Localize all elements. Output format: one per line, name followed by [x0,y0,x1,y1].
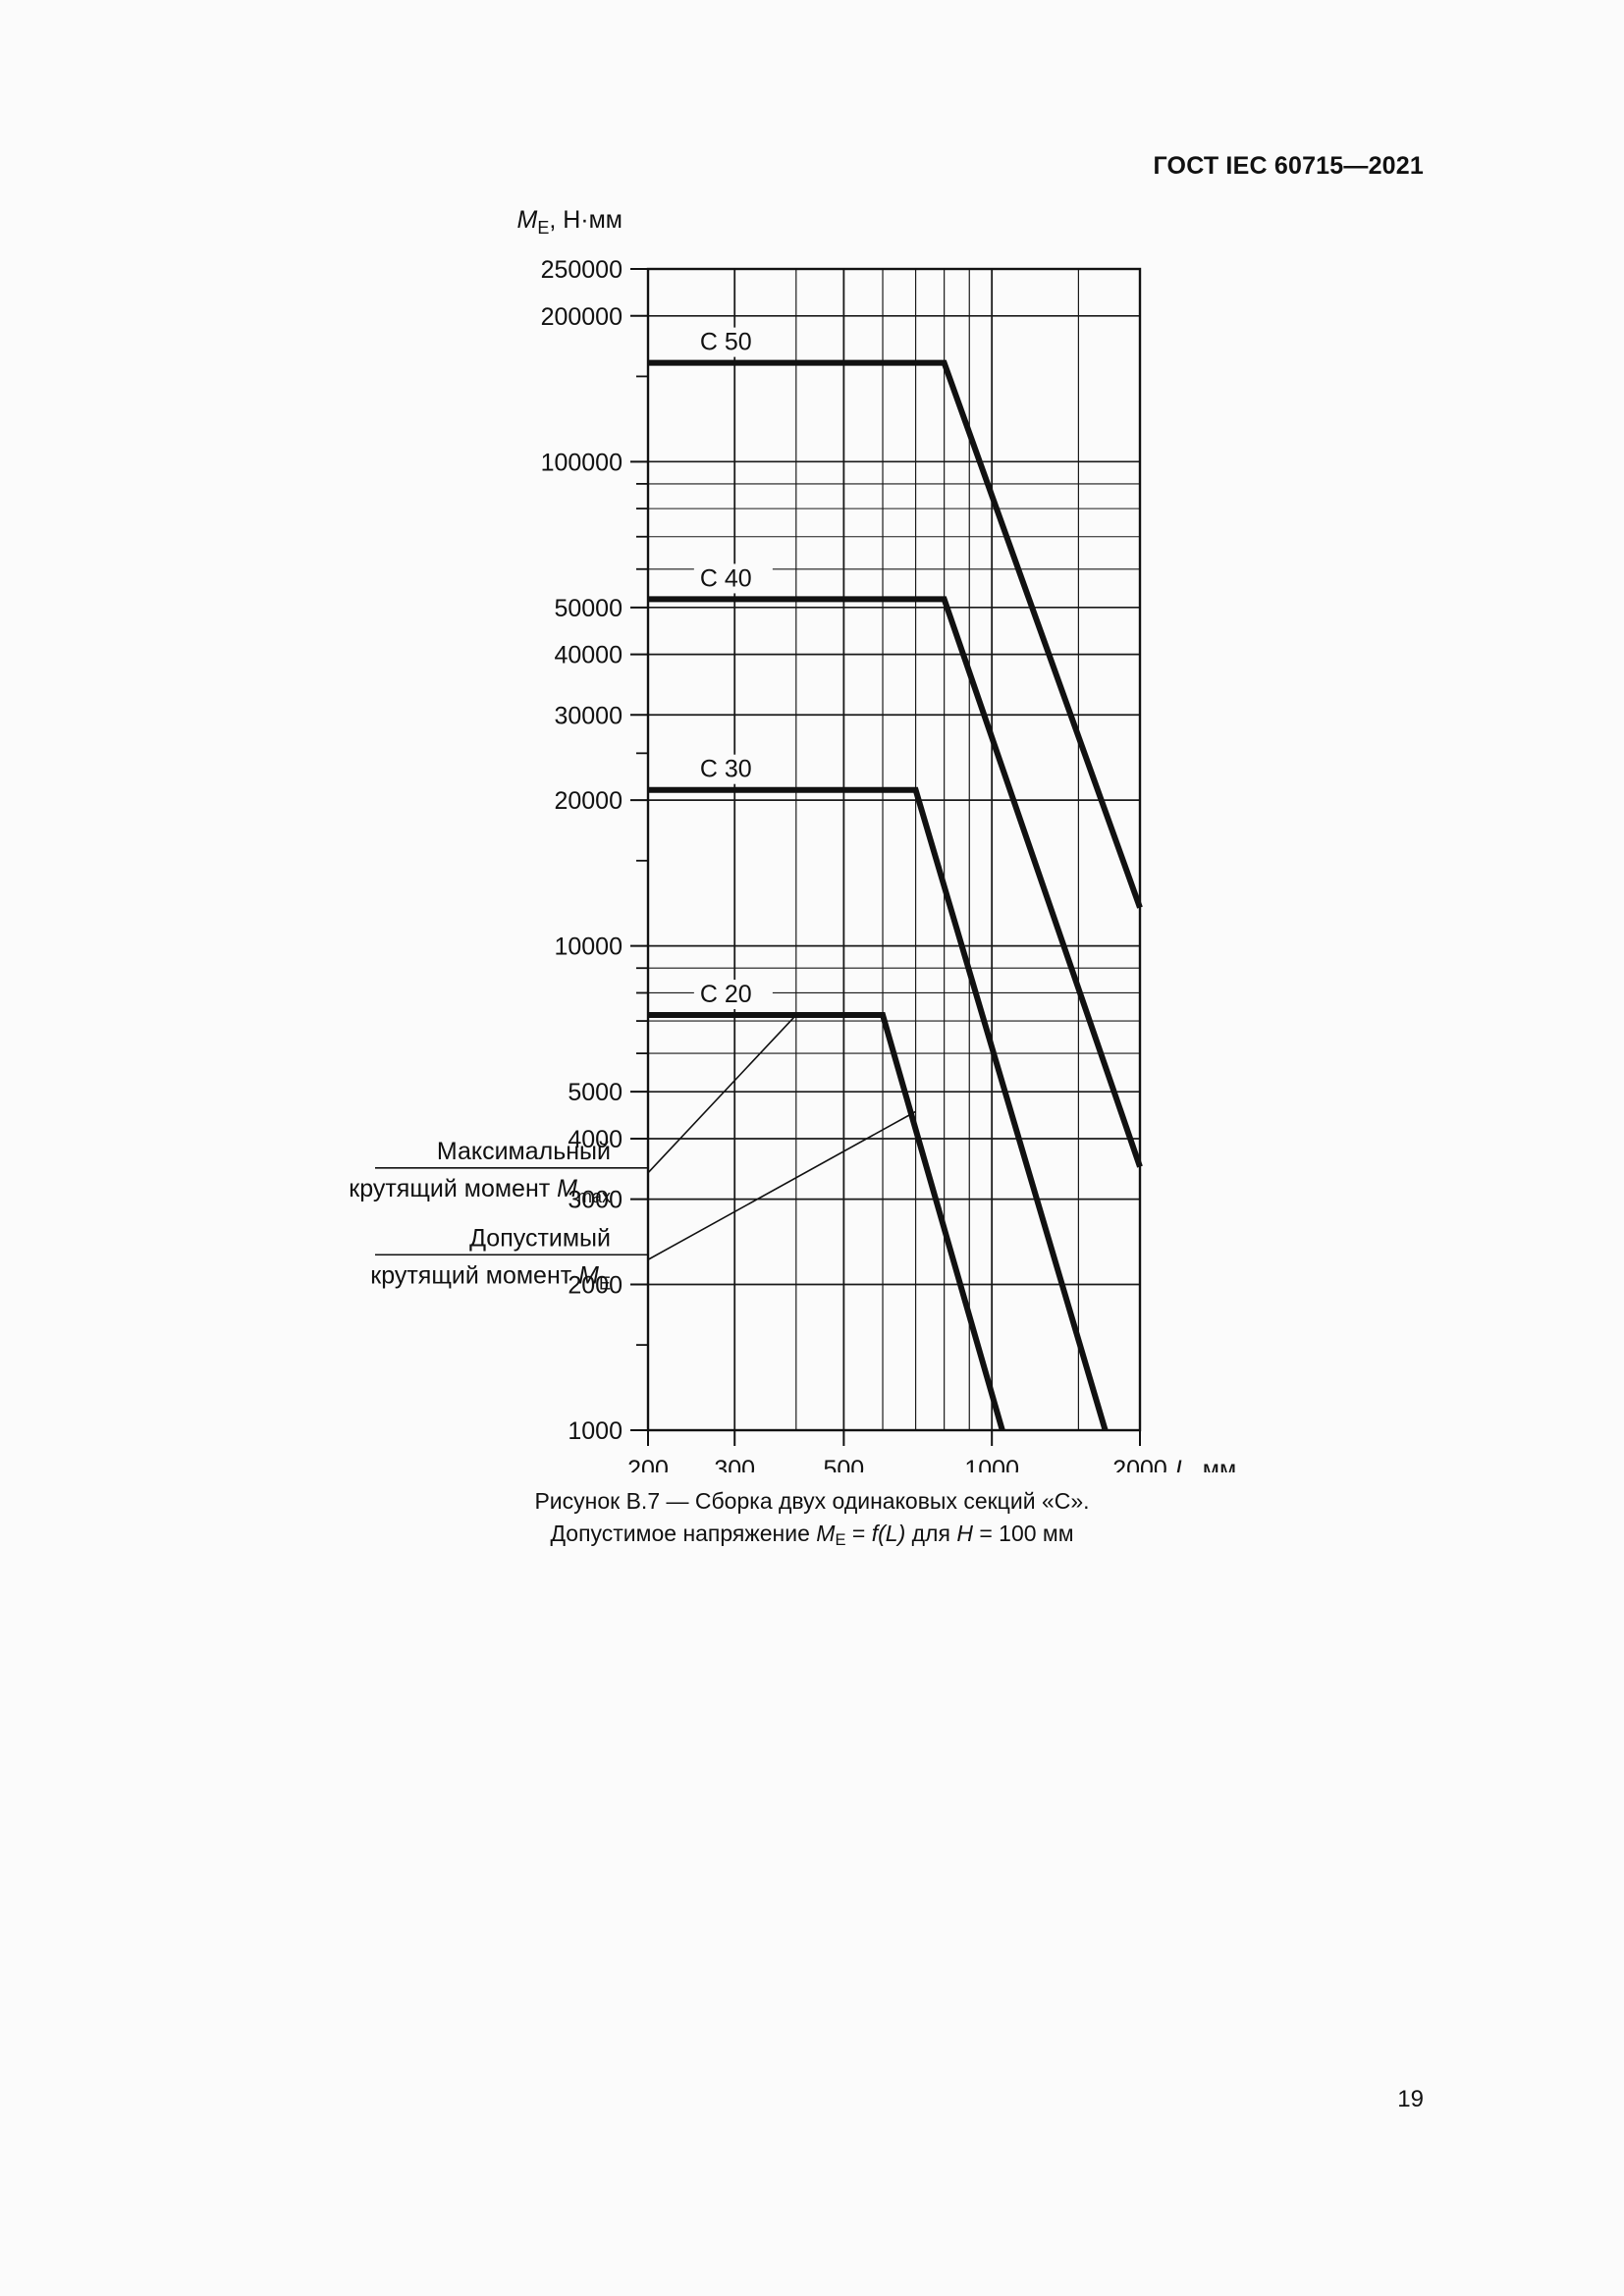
caption-mid: = [845,1521,872,1546]
annotation-m-max-line1: Максимальный [437,1138,611,1165]
x-tick-label: 2000 [1112,1456,1167,1472]
series-label-c-40: C 40 [700,564,752,592]
y-tick-label: 40000 [554,642,623,669]
y-tick-label: 50000 [554,595,623,622]
plot-frame [646,267,1142,1432]
series-label-c-30: C 30 [700,756,752,783]
x-tick-label: 500 [824,1456,865,1472]
annotation-subscript: E [599,1273,611,1293]
figure-caption: Рисунок B.7 — Сборка двух одинаковых сек… [0,1485,1624,1556]
figure-b7: 250000 200000 100000 50000 40000 30000 20000 10… [349,206,1236,1472]
x-axis-title-unit: , мм [1189,1456,1236,1472]
y-axis-title-symbol: M [517,206,538,234]
series-curve-c-40 [648,596,1143,1168]
series-curve-c-30 [648,786,1109,1431]
series-curve-c-20 [648,1012,1005,1431]
series-label-backdrop [693,327,773,357]
caption-m-sub: E [835,1530,846,1550]
caption-m: M [816,1521,836,1546]
caption-fl: f(L) [871,1521,906,1546]
series-curve-c-50 [648,359,1143,909]
x-tick-label: 300 [714,1456,755,1472]
y-axis-title: ME, Н·мм [517,206,623,238]
annotation-symbol: M [578,1261,599,1289]
caption-tail: = 100 мм [972,1521,1074,1546]
y-tick-label: 5000 [568,1079,623,1106]
y-tick-label: 100000 [541,449,623,476]
y-tick-label: 1000 [568,1417,623,1445]
annotation-m-max-line2: крутящий момент Mmax [349,1175,611,1206]
annotation-text: крутящий момент [349,1175,557,1202]
y-tick-label: 250000 [541,256,623,284]
y-tick-label: 3000 [568,1187,623,1214]
caption-h: H [956,1521,973,1546]
page-number: 19 [1397,2086,1424,2112]
y-tick-label: 2000 [568,1271,623,1299]
y-tick-label: 30000 [554,702,623,729]
y-axis-title-subscript: E [537,218,549,238]
chart-svg: 250000 200000 100000 50000 40000 30000 20000 10… [349,206,1236,1472]
caption-before: Допустимое напряжение [550,1521,817,1546]
y-tick-label: 10000 [554,934,623,961]
caption-line-2: Допустимое напряжение ME = f(L) для H = … [0,1518,1624,1556]
y-tick-label: 20000 [554,787,623,815]
series-label-c-20: C 20 [700,981,752,1008]
series-label-backdrop [693,980,773,1010]
caption-after: для [905,1521,957,1546]
y-tick-label: 200000 [541,303,623,331]
document-header: ГОСТ IEC 60715—2021 [1153,152,1424,180]
x-axis-title-symbol: L [1175,1456,1189,1472]
x-tick-label: 200 [627,1456,669,1472]
leader-line [647,1110,916,1260]
annotation-m-e-line1: Допустимый [469,1224,611,1252]
annotation-subscript: max [577,1187,611,1206]
y-axis-title-unit: , Н·мм [549,206,623,234]
x-axis-title: L, мм [1175,1456,1236,1472]
x-tick-label: 1000 [964,1456,1019,1472]
series-label-backdrop [693,754,773,784]
y-tick-label: 4000 [568,1126,623,1153]
series-label-c-50: C 50 [700,329,752,356]
annotation-text: крутящий момент [370,1261,578,1289]
caption-line-1: Рисунок B.7 — Сборка двух одинаковых сек… [534,1488,1090,1514]
annotation-m-e-line2: крутящий момент ME [370,1261,611,1293]
annotation-symbol: M [557,1175,577,1202]
leader-line [647,1014,797,1174]
series-label-backdrop [693,563,773,594]
